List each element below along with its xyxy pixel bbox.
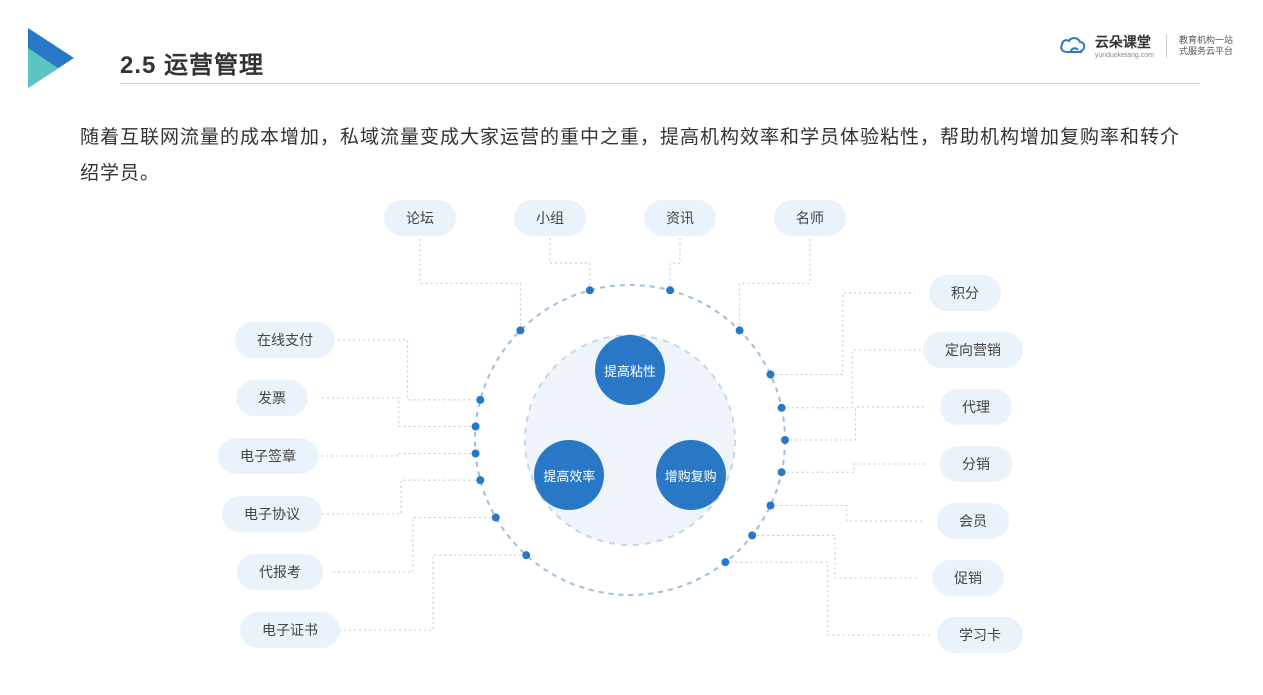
slide-header: 2.5 运营管理 云朵课堂 yunduoketang.com 教育机构一站 式服… <box>0 0 1263 80</box>
feature-pill: 电子签章 <box>218 438 318 474</box>
feature-pill: 学习卡 <box>937 617 1023 653</box>
logo-main-text: 云朵课堂 <box>1095 32 1154 52</box>
corner-bullet-icon <box>28 28 78 88</box>
logo-sub-text: yunduoketang.com <box>1095 52 1154 59</box>
hub-node: 提高粘性 <box>595 335 665 405</box>
feature-pill: 促销 <box>932 560 1004 596</box>
feature-pill: 名师 <box>774 200 846 236</box>
feature-pill: 代报考 <box>237 554 323 590</box>
feature-pill: 电子证书 <box>240 612 340 648</box>
hub-node: 增购复购 <box>656 440 726 510</box>
feature-pill: 电子协议 <box>222 496 322 532</box>
feature-pill: 在线支付 <box>235 322 335 358</box>
feature-pill: 会员 <box>937 503 1009 539</box>
feature-pill: 代理 <box>940 389 1012 425</box>
title-underline <box>120 83 1200 84</box>
cloud-icon <box>1059 36 1087 56</box>
logo-tagline: 教育机构一站 式服务云平台 <box>1179 35 1233 57</box>
slide-description: 随着互联网流量的成本增加，私域流量变成大家运营的重中之重，提高机构效率和学员体验… <box>80 120 1180 192</box>
operations-diagram: 提高粘性提高效率增购复购 论坛 小组 资讯 名师在线支付发票电子签章电子协议代报考电子证… <box>180 190 1080 690</box>
feature-pill: 分销 <box>940 446 1012 482</box>
feature-pill: 发票 <box>236 380 308 416</box>
logo-divider <box>1166 34 1167 58</box>
feature-pill: 积分 <box>929 275 1001 311</box>
feature-pill: 小组 <box>514 200 586 236</box>
brand-logo: 云朵课堂 yunduoketang.com 教育机构一站 式服务云平台 <box>1059 32 1233 59</box>
feature-pill: 资讯 <box>644 200 716 236</box>
feature-pill: 定向营销 <box>923 332 1023 368</box>
feature-pill: 论坛 <box>384 200 456 236</box>
logo-text-block: 云朵课堂 yunduoketang.com <box>1095 32 1154 59</box>
slide-title: 2.5 运营管理 <box>120 45 264 80</box>
hub-node: 提高效率 <box>534 440 604 510</box>
